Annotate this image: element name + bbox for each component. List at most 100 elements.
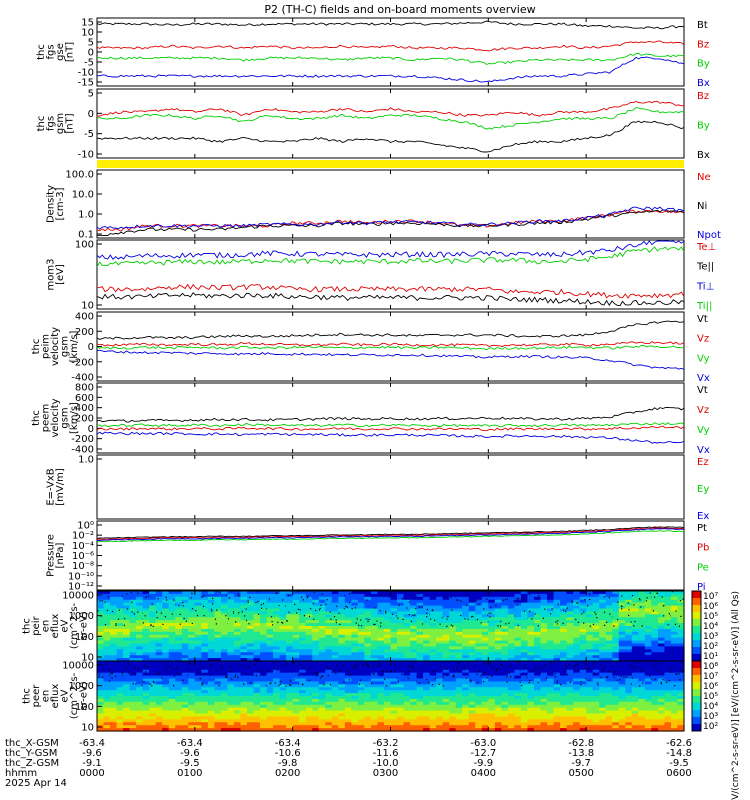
spectrogram-cell (253, 631, 261, 636)
spectrogram-cell (97, 675, 105, 680)
spectrogram-cell (344, 623, 352, 627)
spectrogram-cell (331, 713, 339, 718)
spectrogram-cell (436, 669, 444, 674)
spectrogram-cell (670, 591, 679, 595)
spectrogram-noise (537, 681, 539, 684)
spectrogram-cell (370, 716, 379, 720)
spectrogram-cell (266, 640, 274, 645)
spectrogram-cell (475, 669, 483, 674)
spectrogram-cell (103, 672, 111, 677)
spectrogram-cell (390, 593, 398, 598)
spectrogram-noise (277, 621, 279, 623)
spectrogram-noise (321, 675, 324, 678)
spectrogram-cell (142, 698, 150, 703)
spectrogram-cell (423, 634, 431, 639)
spectrogram-cell (370, 596, 379, 601)
spectrogram-cell (292, 634, 300, 639)
spectrogram-noise (508, 622, 510, 624)
y-tick-label: 400 (75, 403, 94, 414)
spectrogram-cell (292, 678, 300, 683)
spectrogram-noise (426, 612, 428, 615)
spectrogram-cell (175, 698, 183, 703)
spectrogram-noise (168, 681, 170, 683)
spectrogram-cell (220, 707, 229, 712)
spectrogram-noise (576, 663, 579, 665)
spectrogram-cell (468, 661, 476, 665)
spectrogram-cell (507, 617, 516, 621)
spectrogram-cell (664, 596, 672, 601)
spectrogram-noise (621, 595, 623, 597)
spectrogram-cell (338, 707, 346, 712)
spectrogram-cell (553, 649, 561, 653)
spectrogram-noise (360, 619, 362, 621)
spectrogram-cell (592, 725, 600, 729)
spectrogram-cell (455, 646, 463, 650)
spectrogram-cell (227, 658, 235, 662)
spectrogram-cell (318, 678, 326, 683)
spectrogram-cell (579, 707, 587, 712)
spectrogram-cell (220, 626, 229, 630)
spectrogram-cell (103, 663, 111, 668)
y-axis-label: gse (55, 43, 66, 61)
spectrogram-cell (247, 637, 255, 642)
spectrogram-cell (599, 631, 607, 636)
spectrogram-cell (175, 628, 183, 633)
spectrogram-cell (527, 655, 535, 659)
spectrogram-cell (129, 693, 137, 697)
spectrogram-cell (442, 675, 450, 680)
spectrogram-cell (488, 611, 496, 615)
spectrogram-cell (403, 631, 411, 636)
spectrogram-cell (390, 716, 398, 720)
spectrogram-cell (162, 646, 170, 650)
spectrogram-cell (273, 661, 281, 665)
spectrogram-cell (410, 649, 418, 653)
spectrogram-cell (501, 719, 509, 723)
spectrogram-cell (351, 646, 359, 650)
spectrogram-cell (488, 725, 496, 729)
spectrogram-cell (168, 707, 176, 712)
spectrogram-cell (175, 693, 183, 697)
spectrogram-cell (227, 663, 235, 668)
y-axis-label: thc (31, 339, 42, 355)
spectrogram-cell (188, 663, 196, 668)
spectrogram-cell (618, 602, 626, 607)
spectrogram-noise (239, 664, 241, 666)
spectrogram-cell (305, 693, 313, 697)
spectrogram-cell (110, 716, 118, 720)
spectrogram-noise (366, 664, 368, 666)
spectrogram-cell (266, 722, 274, 726)
spectrogram-cell (397, 672, 405, 677)
spectrogram-cell (410, 675, 418, 680)
spectrogram-cell (540, 725, 548, 729)
spectrogram-cell (305, 658, 313, 662)
spectrogram-cell (410, 646, 418, 650)
spectrogram-cell (370, 696, 379, 700)
spectrogram-cell (175, 599, 183, 604)
spectrogram-cell (475, 646, 483, 650)
spectrogram-cell (468, 675, 476, 680)
spectrogram-cell (410, 696, 418, 700)
spectrogram-cell (357, 713, 366, 718)
spectrogram-cell (475, 701, 483, 706)
spectrogram-cell (468, 599, 476, 604)
spectrogram-cell (436, 593, 444, 598)
spectrogram-cell (253, 669, 261, 674)
spectrogram-cell (449, 631, 457, 636)
spectrogram-cell (501, 713, 509, 718)
spectrogram-cell (201, 704, 209, 709)
spectrogram-cell (533, 710, 542, 715)
spectrogram-cell (142, 652, 150, 656)
spectrogram-noise (373, 664, 375, 666)
spectrogram-cell (194, 634, 202, 639)
spectrogram-cell (181, 710, 189, 715)
spectrogram-cell (481, 646, 489, 650)
spectrogram-cell (97, 611, 105, 615)
spectrogram-cell (560, 631, 568, 636)
spectrogram-cell (436, 722, 444, 726)
spectrogram-noise (435, 670, 437, 672)
spectrogram-cell (233, 690, 242, 694)
spectrogram-cell (194, 661, 202, 665)
spectrogram-cell (351, 678, 359, 683)
spectrogram-cell (227, 617, 235, 621)
spectrogram-cell (592, 599, 600, 604)
